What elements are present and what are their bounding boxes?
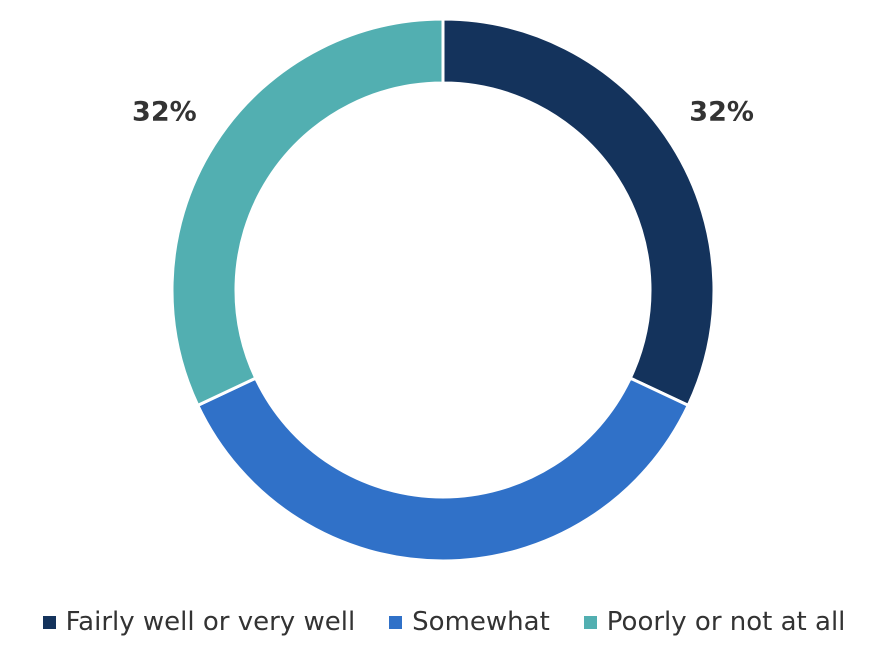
legend-swatch xyxy=(42,615,56,629)
legend-item-poorly: Poorly or not at all xyxy=(583,607,846,637)
legend: Fairly well or very well Somewhat Poorly… xyxy=(0,600,888,644)
donut-chart: 32%36%32% xyxy=(132,17,754,563)
legend-item-fairly-well: Fairly well or very well xyxy=(42,607,356,637)
slice-value-label: 32% xyxy=(689,97,754,128)
legend-item-somewhat: Somewhat xyxy=(389,607,550,637)
slice-labels: 32%36%32% xyxy=(132,97,754,128)
legend-label: Fairly well or very well xyxy=(65,607,356,637)
donut-slices xyxy=(170,17,716,563)
legend-swatch xyxy=(583,615,597,629)
slice-somewhat xyxy=(195,376,691,563)
slice-fairly-well xyxy=(441,17,716,408)
slice-value-label: 32% xyxy=(132,97,197,128)
legend-swatch xyxy=(389,615,403,629)
slice-poorly xyxy=(170,17,445,408)
legend-label: Poorly or not at all xyxy=(606,607,846,637)
legend-label: Somewhat xyxy=(412,607,550,637)
